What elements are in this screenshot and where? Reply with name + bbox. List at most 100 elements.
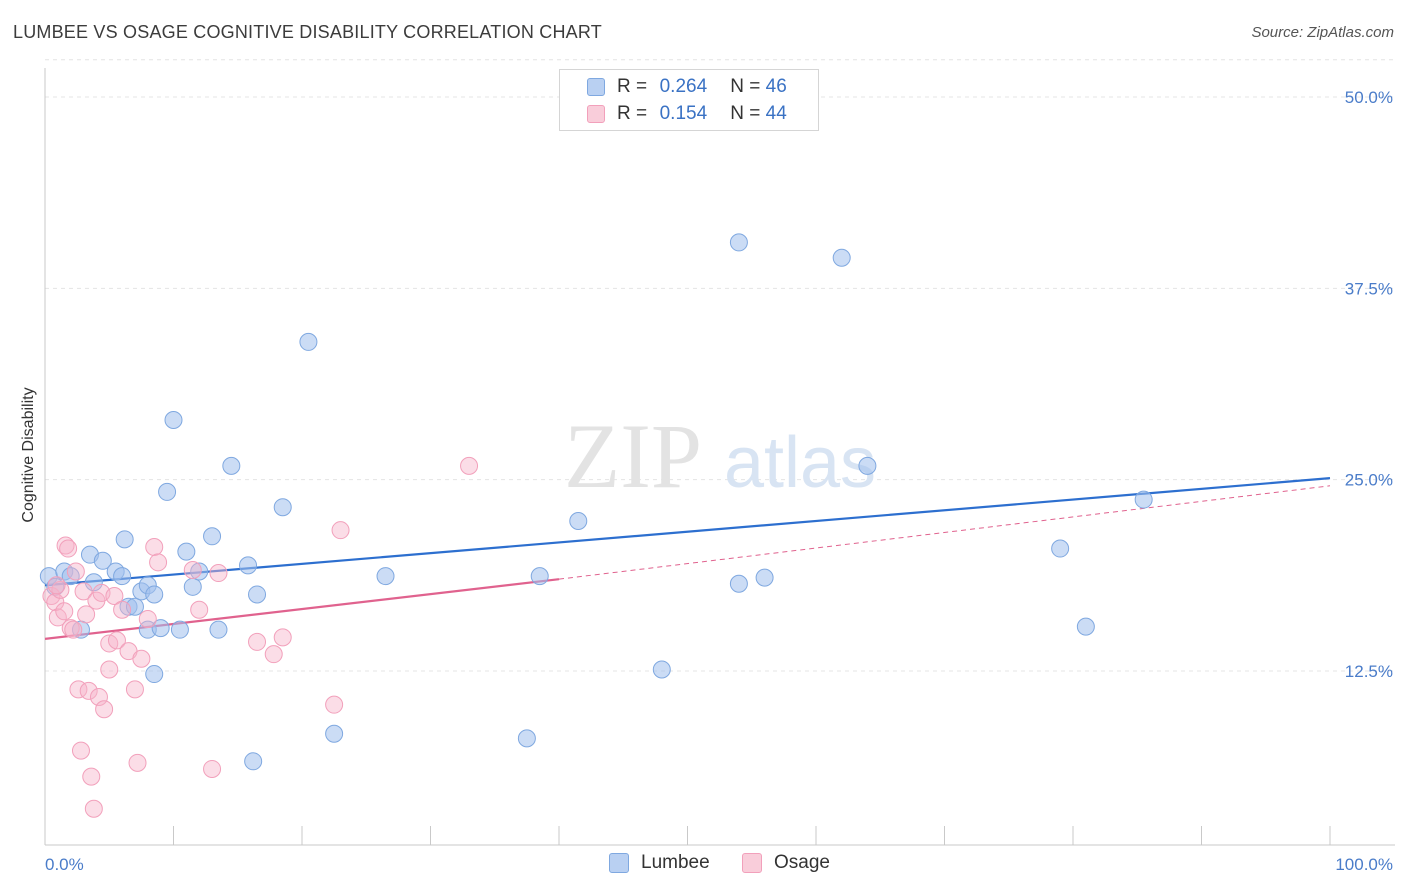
lumbee-point [222,456,241,475]
osage-trend-extension [558,485,1331,580]
legend-r-label: R = [617,103,648,124]
lumbee-point [93,551,112,570]
y-tick-label: 12.5% [1345,662,1393,681]
legend-r-label: R = [617,76,648,97]
legend-n-label: N = [730,76,761,97]
lumbee-point [151,619,170,638]
series-name-osage: Osage [774,852,830,873]
x-tick-label: 100.0% [1335,855,1393,874]
osage-point [47,576,66,595]
legend-r-value: 0.154 [659,103,708,124]
osage-point [128,753,147,772]
osage-point [100,660,119,679]
osage-point [183,560,202,579]
lumbee-point [729,574,748,593]
legend-n-label: N = [730,103,761,124]
lumbee-point [164,410,183,429]
lumbee-point [517,729,536,748]
osage-point [132,649,151,668]
legend-r-value: 0.264 [659,76,708,97]
lumbee-point [158,482,177,501]
series-legend: Lumbee Osage [0,852,1406,878]
legend-swatch-osage [587,105,605,123]
lumbee-point [239,556,258,575]
y-tick-label: 37.5% [1345,279,1393,298]
lumbee-point [145,665,164,684]
osage-trend-line [44,578,560,640]
legend-n-value: 46 [765,76,787,97]
lumbee-point [190,562,209,581]
osage-point [460,456,479,475]
osage-point [125,680,144,699]
series-swatch-osage [742,853,762,873]
osage-point [149,553,168,572]
y-tick-label: 50.0% [1345,88,1393,107]
osage-point [209,564,228,583]
lumbee-point [858,456,877,475]
osage-point [79,681,98,700]
lumbee-point [325,724,344,743]
lumbee-point [248,585,267,604]
osage-point [190,600,209,619]
series-name-lumbee: Lumbee [641,852,710,873]
watermark-zip: ZIP [564,405,702,507]
lumbee-point [1134,490,1153,509]
lumbee-point [652,660,671,679]
osage-point [66,562,85,581]
chart-title: LUMBEE VS OSAGE COGNITIVE DISABILITY COR… [13,22,602,42]
osage-point [273,628,292,647]
legend-swatch-lumbee [587,78,605,96]
lumbee-point [209,620,228,639]
lumbee-point [569,511,588,530]
osage-point [55,602,74,621]
osage-point [56,536,75,555]
lumbee-point [1051,539,1070,558]
x-tick-label: 0.0% [45,855,84,874]
osage-point [248,632,267,651]
osage-point [264,645,283,664]
osage-point [59,539,78,558]
lumbee-point [755,568,774,587]
osage-point [82,767,101,786]
osage-point [77,605,96,624]
source-label: Source: ZipAtlas.com [1251,24,1394,41]
lumbee-point [299,332,318,351]
stats-legend: R = 0.264 N = 46 R = 0.154 N = 44 [559,69,819,131]
lumbee-point [145,585,164,604]
series-legend-lumbee[interactable]: Lumbee [609,852,710,874]
osage-point [95,700,114,719]
lumbee-point [244,752,263,771]
osage-point [105,586,124,605]
lumbee-point [273,498,292,517]
osage-point [107,631,126,650]
legend-row-lumbee: R = 0.264 N = 46 [587,75,787,99]
osage-point [71,741,90,760]
lumbee-point [729,233,748,252]
watermark: ZIP atlas [564,405,876,507]
legend-n-value: 44 [765,103,787,124]
series-swatch-lumbee [609,853,629,873]
lumbee-point [177,542,196,561]
osage-point [203,759,222,778]
lumbee-point [530,567,549,586]
y-tick-label: 25.0% [1345,471,1393,490]
osage-point [138,609,157,628]
osage-point [74,582,93,601]
watermark-atlas: atlas [724,423,876,503]
osage-point [113,600,132,619]
series-legend-osage[interactable]: Osage [742,852,830,874]
lumbee-point [1076,617,1095,636]
lumbee-point [170,620,189,639]
lumbee-point [203,527,222,546]
lumbee-point [113,567,132,586]
lumbee-point [115,530,134,549]
osage-point [145,538,164,557]
osage-point [325,695,344,714]
osage-point [331,521,350,540]
lumbee-point [183,577,202,596]
osage-point [84,799,103,818]
legend-row-osage: R = 0.154 N = 44 [587,102,787,126]
lumbee-trend-line [44,477,1331,587]
lumbee-point [832,248,851,267]
